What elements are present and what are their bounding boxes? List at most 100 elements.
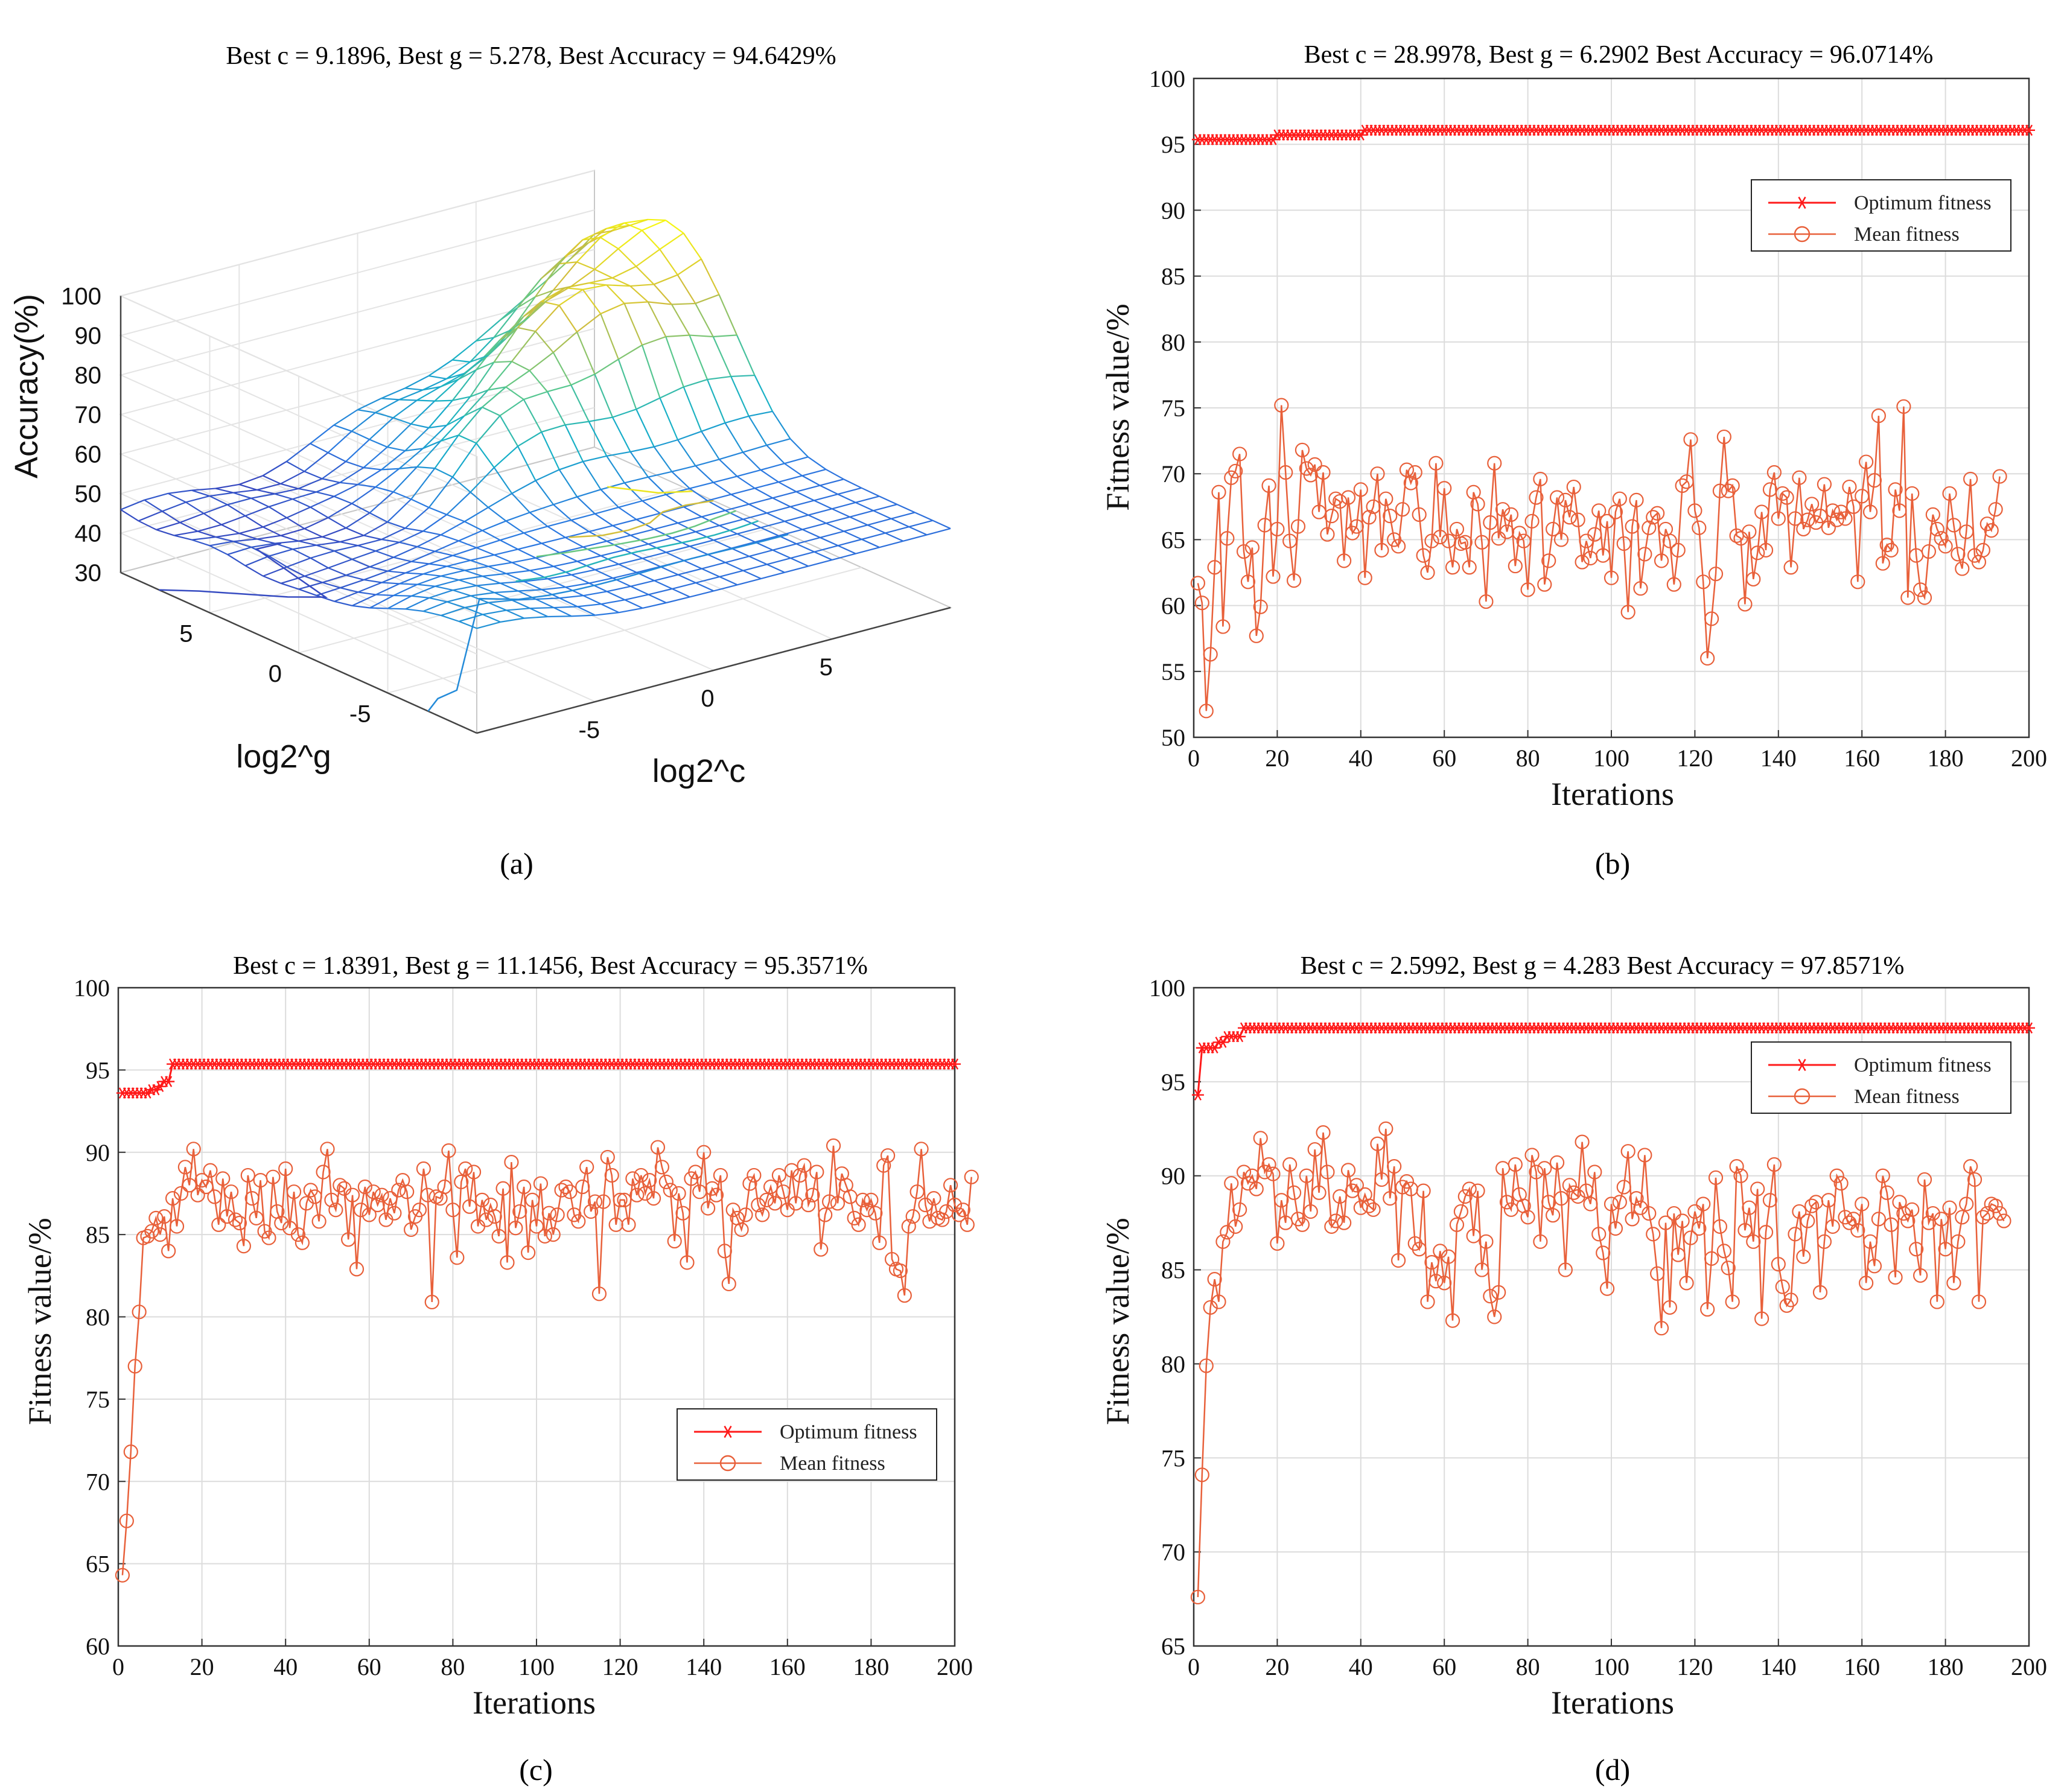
surface-line-y: [606, 222, 625, 229]
mean-fitness-point: [1416, 1183, 1431, 1198]
mean-fitness-point: [1996, 1213, 2011, 1228]
surface-line-y: [405, 448, 423, 452]
surface-line-x: [642, 551, 667, 559]
surface-line-x: [286, 506, 311, 519]
surface-line-y: [719, 576, 738, 586]
surface-line-x: [269, 498, 293, 508]
mean-fitness-point: [1553, 1191, 1569, 1206]
surface-line-y: [577, 606, 596, 616]
legend-box: [1751, 1041, 2011, 1114]
mean-fitness-point: [1575, 554, 1590, 570]
surface-line-x: [784, 514, 809, 523]
surface-line-y: [346, 574, 365, 581]
surface-line-y: [500, 582, 518, 592]
optimum-fitness-point: [1208, 1042, 1221, 1054]
x-tick-label: 180: [1928, 1653, 1964, 1680]
surface-line-x: [731, 374, 755, 378]
surface-line-x: [796, 536, 821, 545]
mean-fitness-point: [1324, 508, 1339, 524]
x-tick-label: 100: [1593, 1653, 1629, 1680]
mean-fitness-point: [462, 1199, 477, 1214]
surface-line-x: [630, 284, 654, 287]
mean-fitness-point: [1599, 1281, 1615, 1296]
mean-fitness-point: [554, 1183, 569, 1198]
mean-fitness-point: [1687, 1204, 1702, 1219]
z-tick-label: 30: [75, 560, 102, 586]
mean-fitness-point: [1746, 571, 1761, 587]
surface-line-x: [594, 506, 619, 515]
mean-fitness-point: [1366, 1202, 1381, 1217]
mean-fitness-point: [500, 1255, 515, 1270]
surface-line-y: [612, 525, 631, 536]
mean-fitness-point: [1812, 508, 1828, 524]
surface-line-y: [529, 512, 548, 527]
x-tick-label: 20: [190, 1653, 214, 1680]
mean-fitness-point: [1570, 512, 1585, 527]
surface-line-y: [281, 582, 299, 590]
mean-fitness-point: [1412, 507, 1427, 523]
mean-fitness-point: [1449, 1217, 1465, 1232]
mean-fitness-point: [608, 1217, 623, 1232]
y-tick-label: 90: [1161, 197, 1185, 224]
surface-line-y: [559, 551, 578, 562]
mean-fitness-point: [1203, 647, 1218, 662]
surface-line-x: [322, 461, 346, 480]
legend-mean-marker: [1794, 226, 1811, 243]
surface-line-x: [713, 584, 738, 592]
surface-line-y: [546, 256, 565, 281]
mean-fitness-point: [625, 1171, 640, 1186]
surface-line-y: [375, 594, 394, 597]
surface-line-y: [120, 509, 139, 522]
surface-line-y: [826, 523, 844, 532]
surface-line-y: [464, 606, 483, 615]
mean-fitness-point: [709, 1187, 724, 1203]
mean-fitness-point: [1742, 1200, 1757, 1215]
surface-line-x: [416, 534, 441, 548]
surface-line-x: [434, 434, 459, 469]
mean-fitness-point: [517, 1179, 532, 1195]
surface-line-x: [416, 386, 441, 401]
surface-line-y: [689, 335, 709, 380]
surface-line-y: [256, 489, 275, 495]
mean-fitness-point: [1591, 503, 1607, 518]
surface-line-y: [162, 510, 180, 523]
surface-line-x: [624, 301, 648, 304]
surface-line-x: [754, 481, 779, 489]
mean-fitness-point: [1712, 483, 1728, 498]
surface-line-y: [298, 588, 317, 596]
mean-fitness-point: [1587, 527, 1602, 542]
mean-fitness-point: [220, 1209, 235, 1224]
surface-line-y: [209, 495, 228, 506]
surface-line-y: [209, 545, 228, 556]
surface-line-y: [381, 468, 400, 471]
surface-line-y: [629, 218, 648, 226]
mean-fitness-point: [1650, 1266, 1665, 1281]
surface-line-y: [505, 520, 524, 534]
x-tick-label: 100: [518, 1653, 555, 1680]
optimum-fitness-point: [150, 1084, 162, 1096]
mean-fitness-point: [830, 1196, 846, 1211]
mean-fitness-point: [725, 1203, 740, 1218]
surface-line-x: [357, 582, 382, 593]
panel-a-zlabel: Accuracy(%): [8, 294, 45, 478]
surface-line-x: [487, 361, 512, 391]
mean-fitness-point: [403, 1222, 419, 1238]
surface-line-y: [558, 305, 578, 332]
surface-line-y: [594, 373, 614, 418]
contour-line: [427, 533, 789, 712]
surface-line-y: [796, 491, 815, 501]
surface-line-y: [375, 486, 394, 493]
surface-line-x: [392, 399, 418, 419]
surface-line-y: [737, 533, 756, 543]
mean-fitness-point: [1900, 590, 1916, 605]
surface-line-x: [435, 579, 459, 587]
surface-line-y: [653, 284, 672, 305]
surface-line-x: [387, 498, 412, 523]
surface-line-y: [227, 554, 246, 567]
surface-line-x: [156, 521, 180, 530]
surface-line-y: [820, 536, 838, 547]
mean-fitness-point: [495, 1181, 511, 1196]
mean-fitness-point: [1553, 532, 1569, 547]
surface-line-y: [565, 536, 584, 548]
